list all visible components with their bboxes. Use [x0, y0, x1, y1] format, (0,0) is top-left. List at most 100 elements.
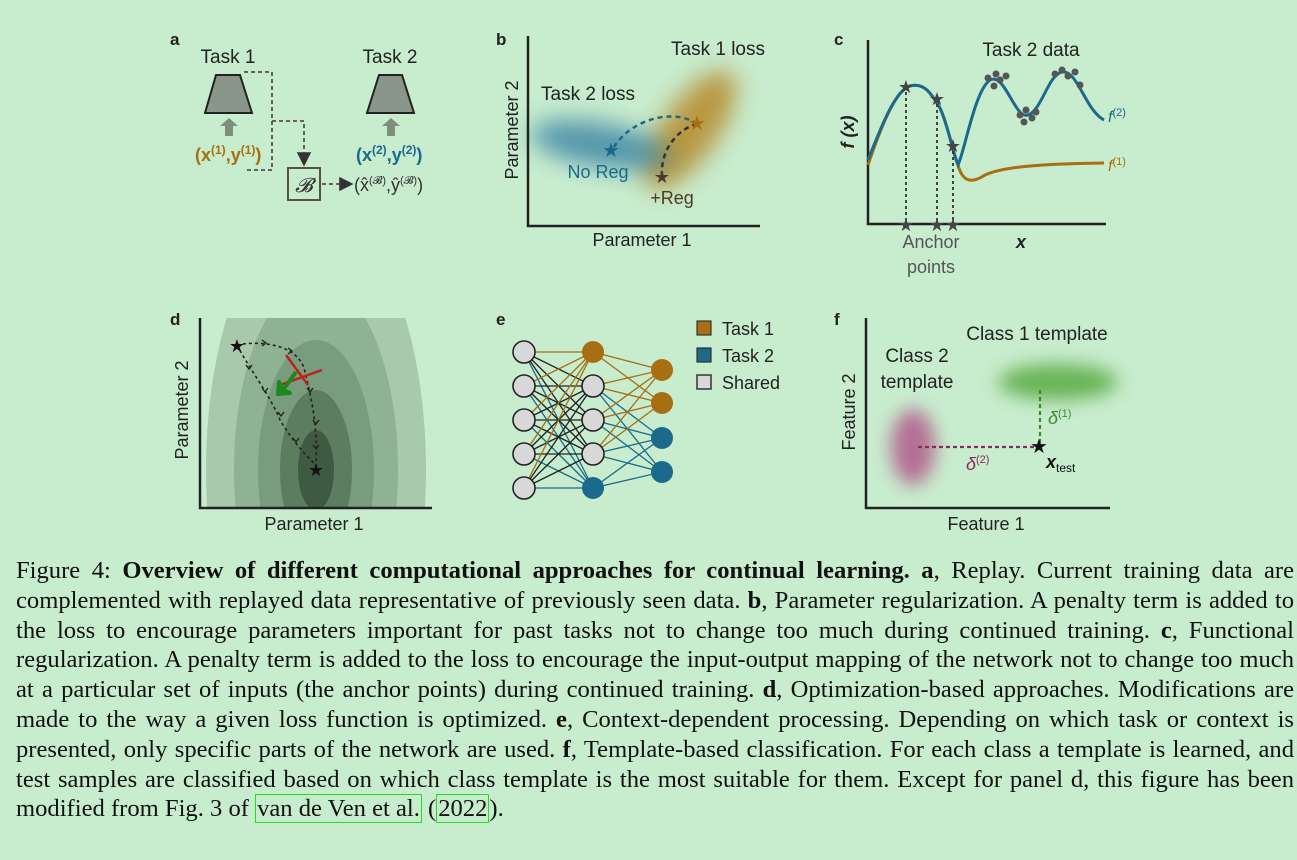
shared-node	[512, 408, 536, 432]
svg-text:★: ★	[898, 215, 914, 235]
f1-curve	[866, 83, 1105, 182]
reg-star-icon: ★	[654, 167, 670, 187]
delta2-label: δ(2)	[966, 454, 989, 474]
end-star-icon: ★	[308, 460, 324, 480]
network-edge	[523, 351, 594, 387]
caption-d-text: , Optimization-based approaches. Modific…	[16, 676, 1294, 733]
f1-label: f(1)	[1108, 156, 1126, 175]
delta1-label: δ(1)	[1048, 408, 1071, 428]
panel-f-letter: f	[834, 310, 840, 329]
figure-4: a Task 1 Task 2 (x(1),y(1)) (x(2),y(2)) …	[170, 30, 1126, 534]
caption-f-text: , Template-based classification. For eac…	[16, 735, 1295, 823]
legend-task2-swatch	[696, 347, 712, 363]
citation-open: (	[421, 795, 437, 823]
panel-d-letter: d	[170, 310, 180, 329]
network-edge	[592, 369, 663, 455]
class2-template-blob	[891, 409, 935, 485]
shared-node	[512, 442, 536, 466]
svg-text:★: ★	[929, 215, 945, 235]
svg-text:★: ★	[929, 89, 945, 109]
replay-data-label: (x̂(𝓑),ŷ(𝓑))	[354, 175, 423, 195]
caption-b-letter: b	[747, 586, 762, 614]
task1-node	[651, 392, 673, 414]
start-star-icon: ★	[229, 336, 245, 356]
no-reg-path	[610, 115, 698, 151]
task1-input-arrow-icon	[220, 118, 238, 136]
task2-network-icon	[365, 74, 416, 114]
shared-node	[581, 442, 605, 466]
task2-label: Task 2	[363, 47, 418, 68]
panel-d-axes	[198, 318, 432, 510]
class2-label-line2: template	[881, 372, 954, 393]
reg-label: +Reg	[650, 188, 694, 208]
network-edges	[523, 351, 663, 489]
caption-f-letter: f	[562, 735, 571, 763]
citation-close: ).	[489, 795, 504, 823]
xtest-label: xtest	[1045, 452, 1076, 475]
network-edge	[523, 351, 594, 489]
caption-figure-label: Figure 4:	[16, 557, 123, 584]
panel-f-ylabel: Feature 2	[839, 373, 859, 450]
panel-d-ylabel: Parameter 2	[172, 360, 192, 459]
citation-year-link[interactable]: 2022	[436, 794, 490, 824]
panel-e: e Task 1 Task 2 Shared	[496, 310, 780, 500]
task1-node	[582, 341, 604, 363]
network-nodes	[512, 340, 673, 500]
reg-path	[660, 122, 698, 177]
task1-data-label: (x(1),y(1))	[195, 143, 261, 165]
task2-node	[651, 461, 673, 483]
shared-node	[581, 408, 605, 432]
panel-e-legend: Task 1 Task 2 Shared	[696, 319, 780, 393]
f2-label: f(2)	[1108, 107, 1126, 126]
anchor-stars-icon: ★★★ ★ ★ ★	[898, 77, 961, 235]
panel-b: b Parameter 2 Parameter 1 Task 1 loss Ta…	[496, 30, 765, 250]
shared-node	[512, 340, 536, 364]
unconstrained-path	[236, 344, 317, 466]
no-reg-label: No Reg	[567, 162, 628, 182]
task2-loss-region	[530, 120, 670, 170]
caption-a-letter: a	[921, 557, 934, 584]
buffer-box	[287, 167, 321, 201]
network-edge	[523, 419, 594, 489]
task2-data-label: (x(2),y(2))	[356, 143, 422, 165]
task2-data-points	[984, 66, 1084, 126]
path-chevrons	[245, 339, 320, 451]
panel-a: a Task 1 Task 2 (x(1),y(1)) (x(2),y(2)) …	[170, 30, 423, 201]
network-edge	[592, 351, 663, 371]
buffer-symbol: 𝓑	[295, 173, 317, 197]
panel-c-letter: c	[834, 30, 843, 49]
panel-c-axes	[866, 40, 1106, 226]
task2-node	[582, 477, 604, 499]
test-sample-star-icon: ★	[1030, 436, 1048, 458]
legend-shared-swatch	[696, 374, 712, 390]
caption-c-text: , Functional regularization. A penalty t…	[16, 616, 1294, 704]
legend-task2-label: Task 2	[722, 346, 774, 366]
shared-node	[512, 374, 536, 398]
citation-authors-link[interactable]: van de Ven et al.	[255, 794, 422, 824]
panel-c-ylabel: f (x)	[838, 116, 858, 149]
anchor-lines	[905, 86, 954, 224]
panel-c: c f (x) x Task 2 data ★★★ ★ ★ ★ f(2) f(1) …	[834, 30, 1126, 277]
task1-network-icon	[203, 74, 254, 114]
caption-a-text: , Replay. Current training data are comp…	[16, 557, 1295, 614]
network-edge	[592, 369, 663, 387]
caption-d-letter: d	[762, 676, 777, 704]
svg-text:★: ★	[945, 215, 961, 235]
anchor-label-1: Anchor	[902, 232, 959, 252]
panel-a-letter: a	[170, 30, 180, 49]
class2-label-line1: Class 2	[885, 346, 948, 367]
legend-task1-swatch	[696, 320, 712, 336]
figure-caption: Figure 4: Overview of different computat…	[16, 556, 1294, 824]
class1-template-blob	[998, 364, 1118, 400]
legend-task1-label: Task 1	[722, 319, 774, 339]
anchor-label-2: points	[907, 257, 955, 277]
task2-data-title: Task 2 data	[982, 40, 1080, 61]
panel-c-xlabel: x	[1015, 232, 1027, 252]
panel-b-ylabel: Parameter 2	[502, 80, 522, 179]
panel-f: f Feature 2 Feature 1 Class 1 template C…	[834, 310, 1118, 534]
buffer-input-arrow	[272, 120, 312, 167]
svg-text:★: ★	[945, 136, 961, 156]
caption-b-text: , Parameter regularization. A penalty te…	[16, 586, 1294, 644]
panel-b-axes	[526, 36, 760, 228]
network-edge	[523, 351, 594, 421]
